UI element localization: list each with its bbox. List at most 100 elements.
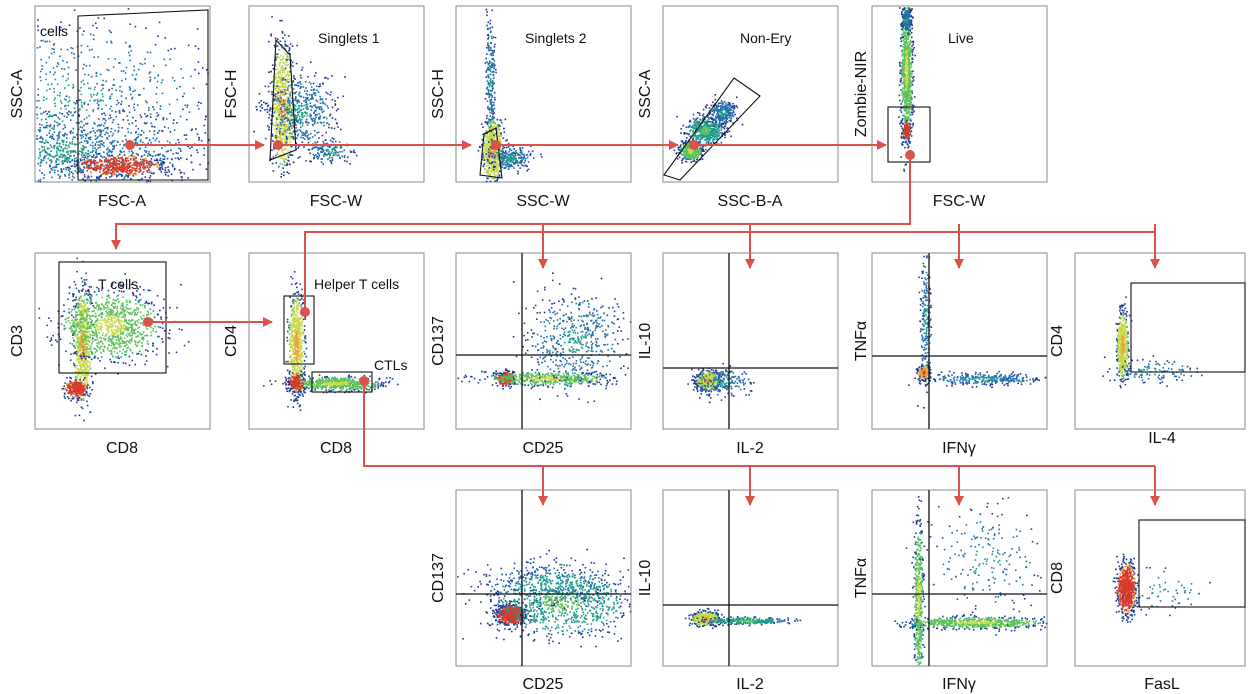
event-point xyxy=(279,65,281,67)
event-point xyxy=(690,154,692,156)
event-point xyxy=(722,127,724,129)
event-point xyxy=(699,114,701,116)
event-point xyxy=(499,174,501,176)
event-point xyxy=(339,151,341,153)
event-point xyxy=(128,8,130,10)
event-point xyxy=(162,119,164,121)
event-point xyxy=(57,95,59,97)
event-point xyxy=(291,127,293,129)
event-point xyxy=(339,157,341,159)
event-point xyxy=(693,137,695,139)
event-point xyxy=(110,166,112,168)
event-point xyxy=(285,159,287,161)
event-point xyxy=(332,99,334,101)
event-point xyxy=(265,138,267,140)
event-point xyxy=(289,100,291,102)
event-point xyxy=(82,156,84,158)
event-point xyxy=(198,102,200,104)
event-point xyxy=(125,78,127,80)
event-point xyxy=(83,146,85,148)
event-point xyxy=(59,131,61,133)
event-point xyxy=(492,127,494,129)
event-point xyxy=(124,111,126,113)
event-point xyxy=(147,166,149,168)
event-point xyxy=(113,119,115,121)
event-point xyxy=(277,85,279,87)
event-point xyxy=(83,136,85,138)
event-point xyxy=(487,177,489,179)
event-point xyxy=(53,145,55,147)
event-point xyxy=(185,139,187,141)
event-point xyxy=(296,117,298,119)
event-point xyxy=(144,122,146,124)
event-point xyxy=(516,160,518,162)
event-point xyxy=(80,126,82,128)
event-point xyxy=(127,115,129,117)
event-point xyxy=(286,136,288,138)
event-point xyxy=(306,119,308,121)
event-point xyxy=(48,111,50,113)
event-point xyxy=(484,144,486,146)
event-point xyxy=(513,152,515,154)
event-point xyxy=(143,160,145,162)
event-point xyxy=(486,117,488,119)
event-point xyxy=(132,122,134,124)
event-point xyxy=(489,101,491,103)
event-point xyxy=(63,148,65,150)
event-point xyxy=(140,159,142,161)
event-point xyxy=(170,149,172,151)
event-point xyxy=(522,147,524,149)
event-point xyxy=(289,78,291,80)
event-point xyxy=(493,71,495,73)
event-point xyxy=(495,170,497,172)
event-point xyxy=(513,155,515,157)
event-point xyxy=(488,155,490,157)
event-point xyxy=(274,104,276,106)
event-point xyxy=(145,146,147,148)
event-point xyxy=(37,19,39,21)
event-point xyxy=(149,130,151,132)
event-point xyxy=(286,86,288,88)
event-point xyxy=(486,148,488,150)
event-point xyxy=(166,151,168,153)
event-point xyxy=(331,75,333,77)
event-point xyxy=(139,163,141,165)
event-point xyxy=(685,141,687,143)
event-point xyxy=(297,109,299,111)
event-point xyxy=(284,142,286,144)
event-point xyxy=(82,134,84,136)
event-point xyxy=(518,165,520,167)
event-point xyxy=(267,125,269,127)
event-point xyxy=(689,120,691,122)
event-point xyxy=(185,105,187,107)
event-point xyxy=(302,123,304,125)
event-point xyxy=(64,161,66,163)
event-point xyxy=(305,160,307,162)
event-point xyxy=(486,93,488,95)
event-point xyxy=(140,134,142,136)
event-point xyxy=(153,109,155,111)
event-point xyxy=(68,111,70,113)
event-point xyxy=(312,98,314,100)
event-point xyxy=(277,136,279,138)
event-point xyxy=(314,118,316,120)
event-point xyxy=(149,165,151,167)
event-point xyxy=(110,32,112,34)
event-point xyxy=(337,97,339,99)
event-point xyxy=(138,69,140,71)
event-point xyxy=(94,148,96,150)
event-point xyxy=(128,163,130,165)
event-point xyxy=(488,126,490,128)
event-point xyxy=(277,39,279,41)
event-point xyxy=(116,174,118,176)
event-point xyxy=(283,70,285,72)
event-point xyxy=(318,91,320,93)
event-point xyxy=(710,132,712,134)
event-point xyxy=(496,161,498,163)
event-point xyxy=(71,115,73,117)
event-point xyxy=(152,156,154,158)
event-point xyxy=(318,137,320,139)
event-point xyxy=(275,75,277,77)
event-point xyxy=(175,158,177,160)
event-point xyxy=(54,99,56,101)
